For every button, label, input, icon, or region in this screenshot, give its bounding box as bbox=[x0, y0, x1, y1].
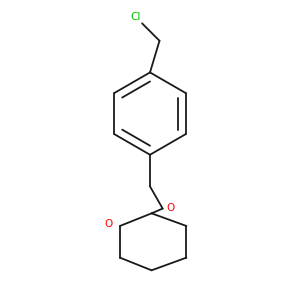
Text: O: O bbox=[167, 203, 175, 213]
Text: O: O bbox=[105, 219, 113, 230]
Text: Cl: Cl bbox=[130, 12, 140, 22]
